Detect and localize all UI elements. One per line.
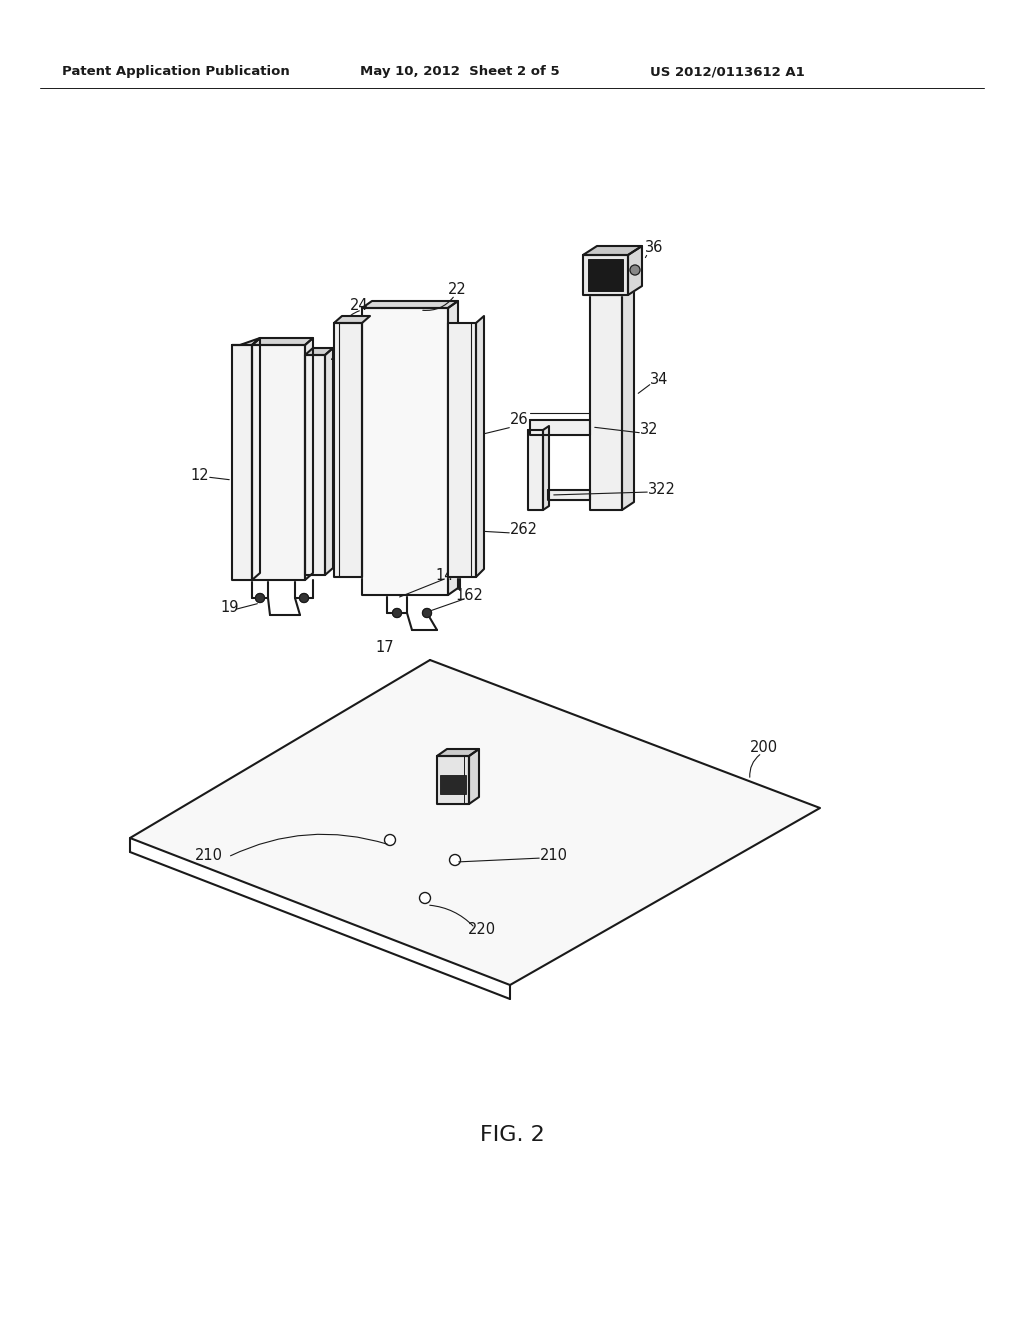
Polygon shape (252, 345, 305, 579)
Polygon shape (325, 348, 333, 576)
Text: 210: 210 (540, 847, 568, 862)
Polygon shape (476, 315, 484, 577)
Circle shape (256, 594, 264, 602)
Text: 26: 26 (510, 412, 528, 428)
Polygon shape (449, 323, 476, 577)
Polygon shape (362, 308, 449, 595)
Polygon shape (437, 748, 479, 756)
Text: 22: 22 (449, 282, 467, 297)
Text: 17: 17 (375, 640, 393, 656)
Polygon shape (469, 748, 479, 804)
Polygon shape (334, 323, 362, 577)
Circle shape (423, 609, 431, 618)
Bar (440, 775, 466, 795)
Text: FIG. 2: FIG. 2 (479, 1125, 545, 1144)
Circle shape (392, 609, 401, 618)
Polygon shape (305, 338, 313, 579)
Text: 262: 262 (510, 523, 538, 537)
Text: 24: 24 (350, 297, 369, 313)
Polygon shape (334, 315, 370, 323)
Polygon shape (622, 286, 634, 510)
Polygon shape (232, 345, 252, 579)
Polygon shape (548, 490, 590, 500)
Text: 162: 162 (455, 587, 483, 602)
Polygon shape (252, 338, 313, 345)
Text: 32: 32 (640, 422, 658, 437)
Text: 36: 36 (645, 240, 664, 256)
Text: US 2012/0113612 A1: US 2012/0113612 A1 (650, 66, 805, 78)
Polygon shape (252, 338, 260, 579)
Text: 34: 34 (650, 372, 669, 388)
Circle shape (420, 892, 430, 903)
Text: 19: 19 (220, 601, 239, 615)
Polygon shape (437, 756, 469, 804)
Polygon shape (590, 294, 622, 510)
Polygon shape (628, 246, 642, 294)
Circle shape (299, 594, 308, 602)
Text: 322: 322 (648, 483, 676, 498)
Circle shape (630, 265, 640, 275)
Text: 12: 12 (190, 467, 209, 483)
Polygon shape (528, 430, 543, 510)
Polygon shape (449, 301, 458, 595)
Text: 210: 210 (195, 847, 223, 862)
Polygon shape (583, 255, 628, 294)
Text: 220: 220 (468, 923, 496, 937)
Text: 242: 242 (330, 347, 358, 363)
Text: 14: 14 (435, 568, 454, 582)
Polygon shape (543, 426, 549, 510)
Bar (588, 259, 623, 290)
Polygon shape (590, 286, 634, 294)
Polygon shape (530, 420, 590, 436)
Polygon shape (362, 301, 458, 308)
Polygon shape (305, 355, 325, 576)
Text: 200: 200 (750, 741, 778, 755)
Text: Patent Application Publication: Patent Application Publication (62, 66, 290, 78)
Circle shape (384, 834, 395, 846)
Polygon shape (130, 660, 820, 985)
Text: May 10, 2012  Sheet 2 of 5: May 10, 2012 Sheet 2 of 5 (360, 66, 560, 78)
Circle shape (450, 854, 461, 866)
Polygon shape (305, 348, 333, 355)
Polygon shape (583, 246, 642, 255)
Polygon shape (232, 338, 260, 345)
